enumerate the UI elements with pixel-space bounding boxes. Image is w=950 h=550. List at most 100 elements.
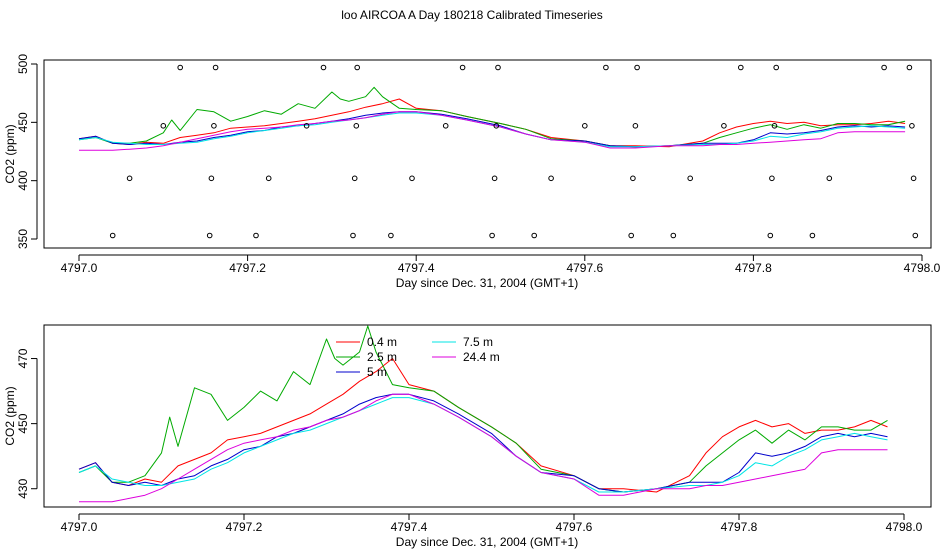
bottom-series-line-3 bbox=[78, 393, 888, 493]
legend-label: 2.5 m bbox=[367, 350, 397, 364]
bottom-x-axis-label: Day since Dec. 31, 2004 (GMT+1) bbox=[396, 535, 578, 549]
top-x-tick-label: 4797.6 bbox=[566, 261, 603, 275]
top-x-tick-label: 4797.8 bbox=[735, 261, 772, 275]
top-panel: 4797.0 4797.2 4797.4 4797.6 4797.8 4798.0 350… bbox=[3, 54, 941, 290]
calibration-point bbox=[491, 175, 498, 182]
legend-label: 0.4 m bbox=[367, 335, 397, 349]
top-plot-frame bbox=[43, 59, 932, 249]
bottom-y-tick-label: 450 bbox=[16, 413, 30, 433]
calibration-point bbox=[388, 232, 394, 239]
calibration-point bbox=[881, 64, 887, 71]
calibration-point bbox=[206, 232, 213, 239]
calibration-point bbox=[126, 175, 133, 182]
top-y-tick-label: 350 bbox=[16, 229, 30, 249]
bottom-y-tick-label: 430 bbox=[16, 478, 30, 498]
calibration-point bbox=[630, 175, 636, 182]
calibration-point bbox=[265, 175, 272, 182]
calibration-point bbox=[909, 123, 915, 129]
calibration-point bbox=[109, 232, 116, 239]
calibration-point bbox=[687, 175, 694, 182]
calibration-point bbox=[910, 175, 917, 182]
calibration-point bbox=[603, 64, 609, 71]
top-y-axis: 350 400 450 500 bbox=[16, 54, 38, 249]
calibration-point bbox=[632, 123, 639, 129]
top-series-lines bbox=[78, 86, 906, 151]
calibration-point bbox=[628, 232, 635, 239]
bottom-series-line-5 bbox=[79, 393, 888, 503]
bottom-series-line-4 bbox=[78, 397, 888, 493]
calibration-point bbox=[409, 175, 415, 182]
legend-item: 0.4 m bbox=[336, 335, 397, 349]
calibration-point bbox=[721, 123, 727, 129]
calibration-point bbox=[495, 64, 501, 71]
calibration-point bbox=[320, 64, 327, 71]
calibration-point bbox=[769, 175, 775, 182]
calibration-point bbox=[350, 232, 356, 239]
top-x-tick-label: 4797.4 bbox=[398, 261, 435, 275]
calibration-point bbox=[208, 175, 215, 182]
figure-title: loo AIRCOA A Day 180218 Calibrated Times… bbox=[341, 8, 602, 22]
top-x-tick-label: 4798.0 bbox=[904, 261, 941, 275]
calibration-point bbox=[211, 123, 217, 129]
legend-item: 2.5 m bbox=[336, 350, 397, 364]
calibration-point bbox=[548, 175, 554, 182]
top-y-axis-label: CO2 (ppm) bbox=[3, 124, 17, 183]
top-calibration-points bbox=[109, 64, 919, 239]
top-x-axis: 4797.0 4797.2 4797.4 4797.6 4797.8 4798.0 bbox=[61, 254, 941, 275]
calibration-point bbox=[771, 123, 778, 129]
calibration-point bbox=[809, 232, 816, 239]
calibration-point bbox=[493, 123, 500, 129]
legend-item: 24.4 m bbox=[432, 350, 500, 364]
calibration-point bbox=[767, 232, 774, 239]
bottom-x-tick-label: 4797.6 bbox=[556, 520, 593, 534]
top-y-tick-label: 400 bbox=[16, 170, 30, 190]
top-x-axis-label: Day since Dec. 31, 2004 (GMT+1) bbox=[396, 276, 578, 290]
top-x-tick-label: 4797.0 bbox=[61, 261, 98, 275]
calibration-point bbox=[442, 123, 449, 129]
calibration-point bbox=[826, 175, 833, 182]
top-series-line-3 bbox=[78, 111, 906, 148]
bottom-y-tick-label: 470 bbox=[16, 348, 30, 368]
legend-item: 5 m bbox=[336, 365, 387, 379]
calibration-point bbox=[670, 232, 677, 239]
top-x-tick-label: 4797.2 bbox=[229, 261, 266, 275]
bottom-x-axis: 4797.0 4797.2 4797.4 4797.6 4797.8 4798.0 bbox=[61, 513, 923, 534]
bottom-x-tick-label: 4797.2 bbox=[226, 520, 263, 534]
calibration-point bbox=[212, 64, 219, 71]
calibration-point bbox=[353, 123, 360, 129]
bottom-x-tick-label: 4797.8 bbox=[721, 520, 758, 534]
bottom-y-axis: 430 450 470 bbox=[16, 348, 38, 499]
calibration-point bbox=[582, 123, 588, 129]
legend-label: 24.4 m bbox=[463, 350, 500, 364]
bottom-y-axis-label: CO2 (ppm) bbox=[3, 386, 17, 445]
top-y-tick-label: 500 bbox=[16, 54, 30, 74]
top-y-tick-label: 450 bbox=[16, 112, 30, 132]
calibration-point bbox=[351, 175, 358, 182]
top-series-line-2 bbox=[78, 86, 906, 148]
calibration-point bbox=[489, 232, 495, 239]
bottom-series-line-2 bbox=[78, 325, 888, 493]
calibration-point bbox=[906, 64, 913, 71]
calibration-point bbox=[738, 64, 744, 71]
calibration-point bbox=[253, 232, 259, 239]
calibration-point bbox=[531, 232, 538, 239]
calibration-point bbox=[354, 64, 361, 71]
legend: 0.4 m2.5 m5 m 7.5 m24.4 m bbox=[336, 335, 500, 379]
bottom-x-tick-label: 4797.0 bbox=[61, 520, 98, 534]
calibration-point bbox=[912, 232, 919, 239]
top-series-line-5 bbox=[79, 111, 906, 151]
calibration-point bbox=[773, 64, 780, 71]
calibration-point bbox=[177, 64, 183, 71]
bottom-series-lines bbox=[78, 325, 888, 503]
bottom-panel: 4797.0 4797.2 4797.4 4797.6 4797.8 4798.0 430… bbox=[3, 324, 932, 549]
calibration-point bbox=[634, 64, 640, 71]
bottom-plot-frame bbox=[43, 324, 932, 508]
calibration-point bbox=[459, 64, 466, 71]
bottom-x-tick-label: 4797.4 bbox=[391, 520, 428, 534]
calibration-point bbox=[303, 123, 310, 129]
legend-item: 7.5 m bbox=[432, 335, 493, 349]
legend-label: 5 m bbox=[367, 365, 387, 379]
calibration-point bbox=[160, 123, 167, 129]
legend-label: 7.5 m bbox=[463, 335, 493, 349]
